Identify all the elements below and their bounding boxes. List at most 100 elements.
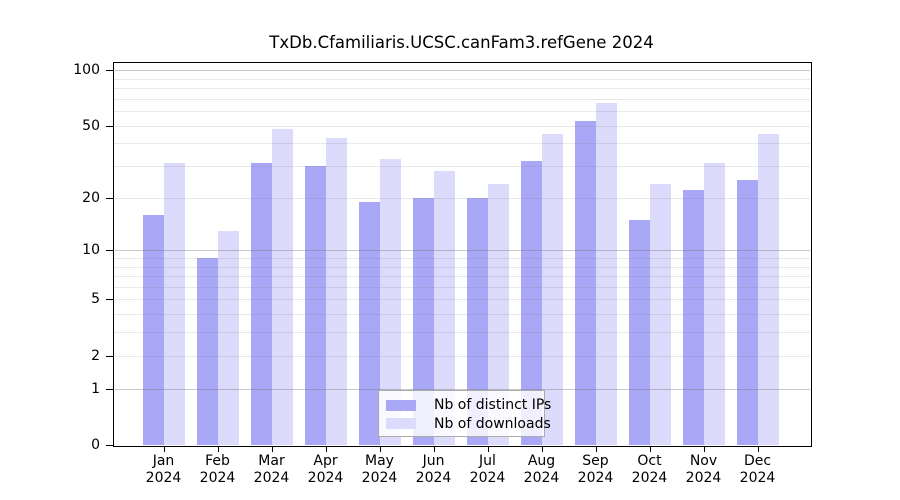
- y-tick-5: [106, 299, 113, 301]
- y-tick-50: [106, 125, 113, 127]
- x-tick-label-apr: Apr 2024: [299, 453, 353, 486]
- month-label: Feb: [205, 453, 230, 469]
- x-tick-label-jan: Jan 2024: [137, 453, 191, 486]
- legend-swatch-downloads: [386, 418, 416, 430]
- bar-feb-ips: [196, 257, 218, 445]
- y-tick-0: [106, 445, 113, 446]
- gridline-100: [113, 70, 810, 71]
- legend: Nb of distinct IPs Nb of downloads: [378, 390, 551, 437]
- bar-jul-downloads: [487, 183, 509, 445]
- month-label: May: [365, 453, 394, 469]
- month-label: Mar: [258, 453, 285, 469]
- month-label: Apr: [313, 453, 338, 469]
- x-tick-jul: [487, 446, 489, 452]
- gridline-3: [113, 332, 810, 334]
- legend-label-distinct-ips: Nb of distinct IPs: [434, 397, 552, 414]
- year-label: 2024: [145, 469, 182, 486]
- y-tick-label-50: 50: [82, 117, 100, 134]
- gridline-1: [113, 388, 810, 390]
- bar-feb-downloads: [217, 230, 239, 445]
- gridline-6: [113, 286, 810, 288]
- month-label: Dec: [743, 453, 772, 469]
- gridline-8: [113, 266, 810, 268]
- x-tick-label-mar: Mar 2024: [245, 453, 299, 486]
- y-tick-label-1: 1: [91, 380, 100, 397]
- bar-aug-downloads: [541, 133, 563, 445]
- bar-aug-ips: [520, 160, 542, 445]
- x-tick-dec: [757, 446, 759, 452]
- year-label: 2024: [307, 469, 344, 486]
- month-label: Aug: [527, 453, 556, 469]
- gridline-7: [113, 276, 810, 277]
- y-tick-label-5: 5: [91, 291, 100, 308]
- x-tick-label-jul: Jul 2024: [461, 453, 515, 486]
- bar-oct-downloads: [649, 183, 671, 445]
- bar-oct-ips: [628, 219, 650, 445]
- month-label: Nov: [689, 453, 718, 469]
- year-label: 2024: [523, 469, 560, 486]
- bar-dec-ips: [736, 180, 758, 445]
- x-tick-label-may: May 2024: [353, 453, 407, 486]
- year-label: 2024: [253, 469, 290, 486]
- x-tick-label-aug: Aug 2024: [515, 453, 569, 486]
- legend-item-downloads: Nb of downloads: [386, 415, 551, 434]
- bar-jan-downloads: [163, 163, 185, 445]
- x-tick-mar: [271, 446, 273, 452]
- y-tick-10: [106, 250, 113, 252]
- bar-may-downloads: [379, 158, 401, 445]
- gridline-2: [113, 355, 810, 357]
- bar-dec-downloads: [757, 133, 779, 445]
- y-tick-100: [106, 70, 113, 71]
- gridline-50: [113, 125, 810, 127]
- y-tick-label-10: 10: [82, 242, 100, 259]
- legend-item-distinct-ips: Nb of distinct IPs: [386, 396, 551, 415]
- x-tick-oct: [649, 446, 651, 452]
- year-label: 2024: [577, 469, 614, 486]
- bar-nov-downloads: [703, 163, 725, 445]
- x-tick-aug: [541, 446, 543, 452]
- y-tick-label-0: 0: [91, 437, 100, 453]
- y-tick-label-2: 2: [91, 347, 100, 364]
- x-tick-label-sep: Sep 2024: [569, 453, 623, 486]
- legend-swatch-distinct-ips: [386, 399, 416, 411]
- gridline-10: [113, 250, 810, 252]
- bar-jun-ips: [412, 197, 434, 445]
- y-tick-label-100: 100: [73, 62, 100, 78]
- month-label: Oct: [637, 453, 662, 469]
- month-label: Jun: [422, 453, 445, 469]
- gridline-20: [113, 197, 810, 199]
- bar-apr-downloads: [325, 137, 347, 445]
- gridline-4: [113, 314, 810, 316]
- x-tick-label-feb: Feb 2024: [191, 453, 245, 486]
- bar-mar-ips: [250, 163, 272, 445]
- x-tick-label-jun: Jun 2024: [407, 453, 461, 486]
- y-tick-20: [106, 197, 113, 199]
- gridline-60: [113, 111, 810, 112]
- month-label: Jan: [152, 453, 175, 469]
- bar-sep-ips: [574, 120, 596, 445]
- x-tick-jun: [433, 446, 435, 452]
- gridline-30: [113, 166, 810, 167]
- month-label: Jul: [479, 453, 496, 469]
- year-label: 2024: [415, 469, 452, 486]
- bar-apr-ips: [304, 166, 326, 445]
- x-tick-may: [379, 446, 381, 452]
- x-tick-label-dec: Dec 2024: [731, 453, 785, 486]
- year-label: 2024: [685, 469, 722, 486]
- x-tick-jan: [163, 446, 165, 452]
- gridline-90: [113, 78, 810, 80]
- bar-jun-downloads: [433, 171, 455, 445]
- y-tick-1: [106, 388, 113, 390]
- year-label: 2024: [631, 469, 668, 486]
- bar-may-ips: [358, 201, 380, 445]
- year-label: 2024: [361, 469, 398, 486]
- gridline-9: [113, 257, 810, 259]
- y-tick-label-20: 20: [82, 189, 100, 206]
- year-label: 2024: [199, 469, 236, 486]
- year-label: 2024: [739, 469, 776, 486]
- month-label: Sep: [582, 453, 609, 469]
- plot-area: [113, 62, 810, 445]
- chart-title: TxDb.Cfamiliaris.UCSC.canFam3.refGene 20…: [269, 33, 654, 52]
- bar-mar-downloads: [271, 128, 293, 445]
